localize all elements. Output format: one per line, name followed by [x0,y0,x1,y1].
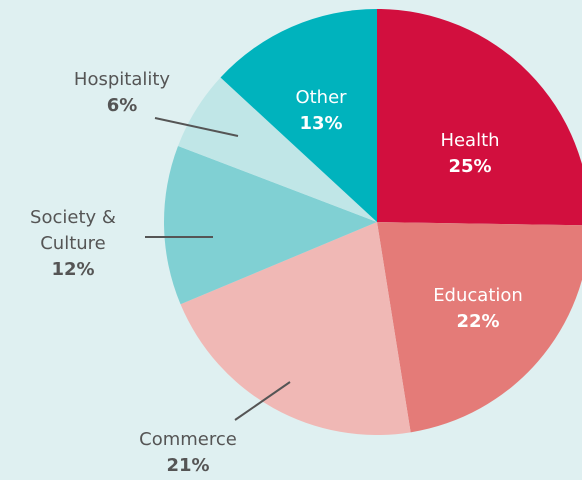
value-label: 22% [456,311,499,332]
pie-slice [178,77,377,222]
leader-line [154,117,239,137]
value-label: 6% [107,95,138,116]
pie-slice [180,222,411,435]
category-label: Society & Culture [30,207,116,254]
category-label: Commerce [139,429,237,450]
pie-slice [377,222,582,433]
pie-slice [164,145,377,305]
value-label: 21% [166,455,209,476]
category-label: Hospitality [74,69,171,90]
value-label: 13% [299,113,342,134]
value-label: 25% [448,156,491,177]
category-label: Education [433,285,523,306]
value-label: 12% [51,259,94,280]
category-label: Other [295,87,347,108]
pie-slice [377,9,582,226]
pie-slice [220,9,377,222]
leader-line [234,381,291,421]
category-label: Health [440,130,499,151]
